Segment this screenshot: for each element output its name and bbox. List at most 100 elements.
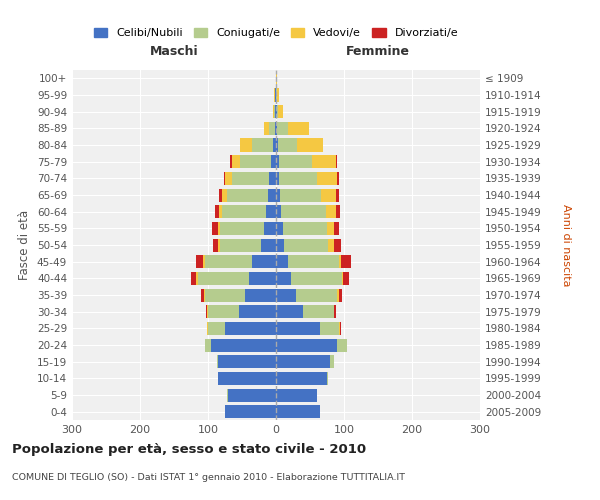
Bar <box>339 322 340 335</box>
Bar <box>239 305 276 318</box>
Bar <box>275 122 276 135</box>
Bar <box>196 255 203 268</box>
Bar <box>341 255 351 268</box>
Text: COMUNE DI TEGLIO (SO) - Dati ISTAT 1° gennaio 2010 - Elaborazione TUTTITALIA.IT: COMUNE DI TEGLIO (SO) - Dati ISTAT 1° ge… <box>12 472 405 482</box>
Bar <box>326 205 336 218</box>
Bar <box>252 255 276 268</box>
Bar <box>276 88 277 102</box>
Bar <box>224 172 225 185</box>
Bar <box>252 138 272 151</box>
Bar <box>276 138 278 151</box>
Bar <box>281 205 326 218</box>
Text: Popolazione per età, sesso e stato civile - 2010: Popolazione per età, sesso e stato civil… <box>12 442 366 456</box>
Bar <box>276 322 320 335</box>
Bar <box>288 255 339 268</box>
Bar <box>200 288 204 302</box>
Bar <box>240 155 271 168</box>
Bar <box>205 288 245 302</box>
Bar <box>221 188 227 202</box>
Bar <box>212 222 218 235</box>
Bar <box>337 338 347 351</box>
Bar <box>264 122 269 135</box>
Bar <box>249 272 276 285</box>
Y-axis label: Anni di nascita: Anni di nascita <box>561 204 571 286</box>
Bar <box>275 88 276 102</box>
Bar <box>276 405 320 418</box>
Bar <box>337 172 338 185</box>
Bar <box>264 222 276 235</box>
Bar <box>208 322 225 335</box>
Bar <box>225 405 276 418</box>
Bar <box>220 222 264 235</box>
Bar <box>291 272 342 285</box>
Bar <box>232 172 269 185</box>
Bar <box>219 205 221 218</box>
Bar <box>334 222 339 235</box>
Bar <box>297 138 323 151</box>
Bar <box>327 372 328 385</box>
Text: Maschi: Maschi <box>149 46 199 59</box>
Bar <box>342 272 343 285</box>
Bar <box>276 305 303 318</box>
Bar <box>274 105 275 118</box>
Bar <box>276 338 337 351</box>
Bar <box>219 188 221 202</box>
Bar <box>205 338 211 351</box>
Bar <box>280 155 312 168</box>
Bar <box>218 355 276 368</box>
Bar <box>280 172 317 185</box>
Bar <box>336 155 337 168</box>
Bar <box>321 188 336 202</box>
Bar <box>272 105 274 118</box>
Bar <box>331 355 334 368</box>
Bar <box>221 205 266 218</box>
Bar <box>278 105 283 118</box>
Bar <box>225 172 232 185</box>
Bar <box>232 155 240 168</box>
Bar <box>312 155 336 168</box>
Bar <box>269 122 275 135</box>
Text: Femmine: Femmine <box>346 46 410 59</box>
Bar <box>227 188 268 202</box>
Bar <box>327 222 334 235</box>
Bar <box>211 338 276 351</box>
Bar <box>276 288 296 302</box>
Bar <box>240 138 252 151</box>
Bar <box>276 238 284 252</box>
Bar <box>268 188 276 202</box>
Bar <box>303 305 334 318</box>
Bar <box>191 272 196 285</box>
Bar <box>227 388 229 402</box>
Bar <box>204 288 205 302</box>
Bar <box>336 188 338 202</box>
Bar <box>277 105 278 118</box>
Bar <box>276 388 317 402</box>
Bar <box>245 288 276 302</box>
Bar <box>217 355 218 368</box>
Bar <box>296 288 337 302</box>
Bar <box>337 288 338 302</box>
Legend: Celibi/Nubili, Coniugati/e, Vedovi/e, Divorziati/e: Celibi/Nubili, Coniugati/e, Vedovi/e, Di… <box>89 23 463 42</box>
Bar <box>278 138 297 151</box>
Bar <box>206 305 208 318</box>
Bar <box>317 172 337 185</box>
Bar <box>334 305 336 318</box>
Bar <box>275 105 276 118</box>
Bar <box>276 172 280 185</box>
Bar <box>218 372 276 385</box>
Bar <box>261 238 276 252</box>
Bar <box>196 272 198 285</box>
Bar <box>266 205 276 218</box>
Bar <box>213 238 218 252</box>
Bar <box>229 388 276 402</box>
Bar <box>206 322 208 335</box>
Bar <box>276 372 327 385</box>
Bar <box>198 272 249 285</box>
Y-axis label: Fasce di età: Fasce di età <box>19 210 31 280</box>
Bar <box>284 238 328 252</box>
Bar <box>215 205 219 218</box>
Bar <box>225 322 276 335</box>
Bar <box>277 88 279 102</box>
Bar <box>272 138 276 151</box>
Bar <box>276 155 280 168</box>
